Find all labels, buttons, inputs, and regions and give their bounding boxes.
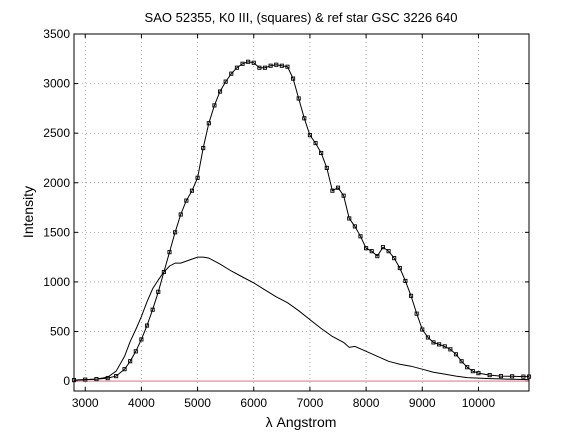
- series-1-point: [201, 145, 206, 151]
- series-1-point: [476, 371, 481, 376]
- series-1-point: [133, 349, 138, 354]
- series-1-point: [319, 150, 324, 156]
- series-1-point: [448, 347, 453, 352]
- plot-background: [74, 34, 529, 391]
- y-tick-label: 500: [50, 325, 70, 339]
- series-1-point: [173, 230, 178, 235]
- series-1-point: [268, 63, 273, 68]
- series-1-point: [347, 216, 352, 221]
- series-1-point: [156, 289, 161, 294]
- series-1-point: [470, 369, 475, 374]
- series-1-point: [229, 71, 234, 76]
- series-1-point: [352, 224, 357, 229]
- series-1-point: [510, 374, 515, 379]
- x-tick-label: 5000: [184, 396, 211, 410]
- series-1-point: [302, 116, 307, 121]
- series-1-point: [189, 188, 195, 193]
- series-1-point: [330, 188, 335, 193]
- series-1-point: [257, 65, 262, 70]
- series-1-point: [397, 265, 402, 271]
- series-1-point: [341, 193, 346, 198]
- series-1-point: [178, 212, 183, 217]
- x-tick-label: 7000: [297, 396, 324, 410]
- y-tick-label: 3500: [43, 27, 70, 41]
- series-1-point: [465, 365, 470, 370]
- series-1-point: [212, 103, 217, 108]
- series-1-point: [386, 249, 391, 254]
- series-1-point: [291, 76, 296, 81]
- series-1-point: [206, 121, 211, 126]
- y-tick-label: 1500: [43, 225, 70, 239]
- series-1-point: [420, 327, 425, 332]
- series-1-point: [161, 269, 166, 275]
- series-1-point: [437, 342, 442, 347]
- series-1-point: [335, 185, 341, 190]
- series-1-point: [498, 374, 503, 379]
- series-1-point: [369, 249, 374, 254]
- y-tick-label: 2500: [43, 126, 70, 140]
- y-tick-label: 0: [63, 374, 70, 388]
- x-tick-label: 4000: [128, 396, 155, 410]
- series-1-point: [375, 254, 380, 259]
- series-1-point: [246, 59, 251, 64]
- series-1-point: [380, 245, 386, 250]
- series-group: [71, 59, 532, 383]
- series-1-point: [431, 340, 436, 345]
- series-1-point: [184, 198, 189, 203]
- series-1-point: [307, 133, 312, 138]
- series-1-point: [459, 359, 464, 364]
- series-1-point: [521, 374, 526, 379]
- y-tick-label: 1000: [43, 275, 70, 289]
- x-tick-label: 9000: [409, 396, 436, 410]
- series-1-point: [195, 175, 200, 180]
- series-1-point: [150, 307, 155, 312]
- series-1-point: [313, 141, 318, 146]
- series-1-point: [324, 165, 329, 170]
- x-tick-label: 8000: [353, 396, 380, 410]
- series-1-point: [296, 96, 301, 101]
- series-1-point: [114, 374, 119, 379]
- ticks: 3000 4000 5000 6000 7000 8000 9000 10000 0 500 100…: [43, 27, 529, 410]
- series-line-2: [73, 256, 530, 381]
- series-1-point: [487, 373, 492, 378]
- series-1-point: [364, 246, 369, 251]
- series-1-point: [442, 344, 447, 349]
- series-1-point: [392, 256, 397, 261]
- series-1-point: [234, 65, 239, 70]
- series-1-point: [251, 60, 256, 65]
- series-1-point: [167, 250, 172, 255]
- series-1-point: [425, 335, 430, 340]
- series-1-point: [403, 278, 408, 283]
- series-line-1: [73, 61, 529, 381]
- series-1-point: [144, 323, 150, 328]
- series-1-point: [274, 62, 279, 67]
- y-tick-label: 2000: [43, 176, 70, 190]
- x-tick-label: 6000: [240, 396, 267, 410]
- series-1-point: [453, 352, 459, 357]
- series-1-point: [358, 234, 363, 239]
- series-1-point: [240, 61, 245, 66]
- x-tick-label: 10000: [462, 396, 496, 410]
- series-1-point: [262, 65, 268, 70]
- chart-title: SAO 52355, K0 III, (squares) & ref star …: [145, 10, 458, 25]
- series-1-point: [223, 79, 228, 84]
- x-tick-label: 3000: [72, 396, 99, 410]
- series-1-point: [279, 63, 284, 68]
- series-1-point: [414, 311, 419, 316]
- series-1-point: [139, 337, 144, 342]
- series-1-point: [122, 367, 127, 372]
- series-1-point: [128, 359, 133, 364]
- series-1-point: [285, 64, 290, 69]
- y-tick-label: 3000: [43, 77, 70, 91]
- plot-frame: [73, 33, 530, 392]
- series-1-point: [408, 293, 414, 298]
- series-1-point: [217, 89, 223, 94]
- y-axis-label: Intensity: [20, 186, 36, 238]
- x-axis-label: λ Angstrom: [266, 414, 337, 430]
